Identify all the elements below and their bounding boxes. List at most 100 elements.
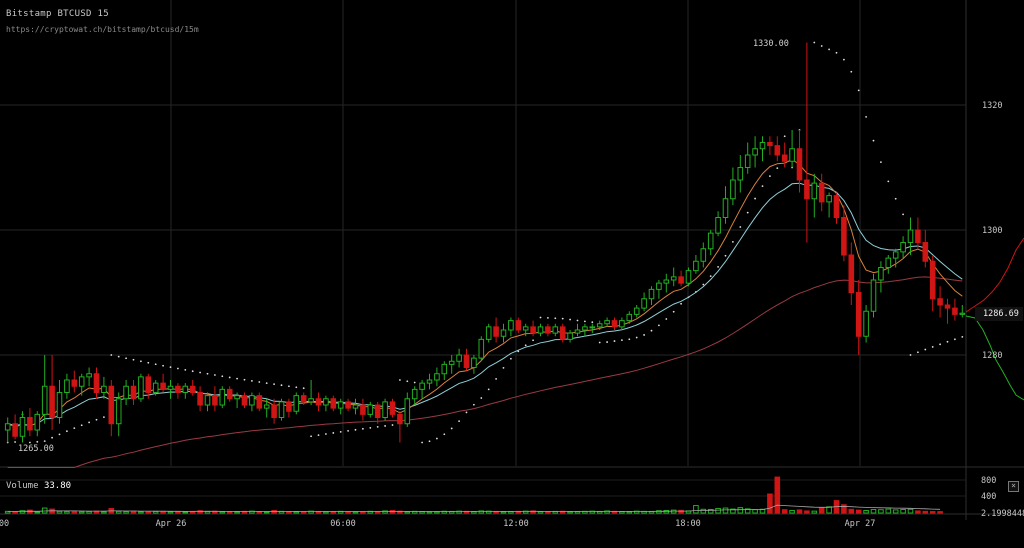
sar-dot xyxy=(717,265,719,268)
time-tick-label: 00 xyxy=(0,519,10,529)
candle-body xyxy=(878,267,884,281)
volume-bars xyxy=(4,476,943,514)
candle-body xyxy=(848,254,855,293)
candle-body xyxy=(707,232,714,250)
sar-dot xyxy=(917,351,919,354)
sar-dot xyxy=(310,435,312,438)
sar-dot xyxy=(961,335,964,338)
sar-dot xyxy=(954,338,956,341)
candle-body xyxy=(678,276,684,284)
sar-dot xyxy=(288,385,290,388)
sar-dot xyxy=(473,403,475,406)
sar-dot xyxy=(117,355,120,358)
sma-long-line xyxy=(7,276,963,468)
volume-bar xyxy=(182,511,189,514)
volume-bar xyxy=(115,510,122,514)
candle-body xyxy=(715,217,721,234)
candle-body xyxy=(138,376,144,400)
sar-dot xyxy=(362,427,364,430)
sar-dot xyxy=(458,420,460,422)
candle-body xyxy=(352,404,359,409)
candle-body xyxy=(56,392,63,418)
candle-body xyxy=(493,326,499,337)
volume-bar xyxy=(500,511,507,514)
candle-body xyxy=(12,423,18,437)
volume-bar xyxy=(323,511,329,514)
volume-bar xyxy=(382,510,388,514)
volume-bar xyxy=(138,511,144,514)
candle-body xyxy=(952,307,958,315)
candle-body xyxy=(545,326,551,334)
sar-dot xyxy=(628,338,631,341)
sar-dot xyxy=(487,388,490,391)
volume-bar xyxy=(71,510,78,514)
sar-dot xyxy=(221,375,224,378)
volume-value: 33.80 xyxy=(43,481,72,491)
candle-body xyxy=(426,379,433,384)
sar-dot xyxy=(66,430,68,433)
volume-bar xyxy=(64,511,70,514)
volume-bar xyxy=(663,510,670,514)
sar-dot xyxy=(598,341,601,344)
volume-bar xyxy=(86,510,92,514)
candle-body xyxy=(360,404,366,415)
sar-dot xyxy=(88,421,90,424)
ema-slow-path xyxy=(7,182,963,426)
sar-dot xyxy=(857,89,860,92)
candle-body xyxy=(293,395,300,412)
sar-dot xyxy=(265,382,268,384)
candle-body xyxy=(633,307,640,315)
sar-dot xyxy=(835,51,838,54)
sar-dot xyxy=(421,441,423,444)
sar-dot xyxy=(635,336,638,339)
sar-dot xyxy=(850,70,853,73)
candle-body xyxy=(767,142,773,147)
candle-body xyxy=(611,320,618,328)
chart-url[interactable]: https://cryptowat.ch/bitstamp/btcusd/15m xyxy=(6,25,199,34)
volume-bar xyxy=(722,507,729,514)
sar-dot xyxy=(672,310,675,313)
sar-dot xyxy=(29,441,31,444)
candle-body xyxy=(115,398,122,425)
candle-body xyxy=(656,282,662,290)
candle-body xyxy=(93,373,100,393)
candle-body xyxy=(604,320,610,325)
candle-body xyxy=(411,388,418,400)
volume-average-line xyxy=(7,504,941,512)
volume-bar xyxy=(922,510,929,514)
candle-body xyxy=(256,395,263,409)
candle-body xyxy=(315,398,322,406)
candle-body xyxy=(234,395,240,400)
sar-dot xyxy=(746,211,749,214)
volume-bar xyxy=(604,510,610,514)
volume-bar xyxy=(352,511,359,514)
candle-body xyxy=(818,182,825,203)
sar-dot xyxy=(43,440,46,443)
volume-bar xyxy=(175,511,181,514)
sar-dot xyxy=(273,383,275,386)
volume-bar xyxy=(293,511,300,514)
sar-dot xyxy=(317,434,320,437)
sar-dot xyxy=(110,354,113,356)
candle-body xyxy=(700,248,707,262)
candle-body xyxy=(626,313,633,322)
volume-bar xyxy=(545,511,551,514)
close-volume-button[interactable]: × xyxy=(1008,481,1019,492)
sar-dot xyxy=(680,302,682,305)
candle-body xyxy=(907,229,914,243)
volume-bar xyxy=(256,511,263,514)
candle-body xyxy=(685,270,692,284)
low-price-annotation: 1265.00 xyxy=(18,444,54,454)
sar-dot xyxy=(236,377,239,380)
candle-body xyxy=(737,167,744,181)
volume-bar xyxy=(885,508,892,514)
candle-body xyxy=(567,332,573,340)
candle-body xyxy=(130,385,137,400)
sar-dot xyxy=(406,380,409,383)
chart-title: Bitstamp BTCUSD 15 xyxy=(6,9,109,19)
sar-dot xyxy=(295,386,298,389)
candle-body xyxy=(515,320,522,331)
volume-bar xyxy=(863,510,869,514)
candle-body xyxy=(641,298,647,309)
